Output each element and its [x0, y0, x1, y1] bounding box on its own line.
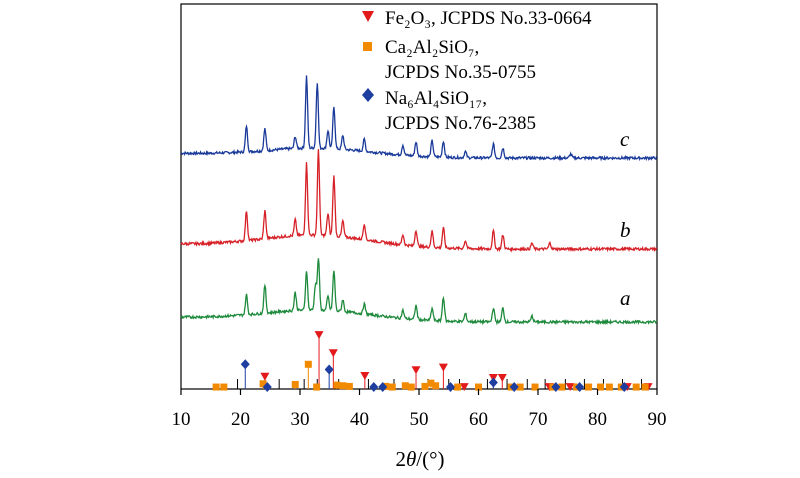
series-line-a: [180, 258, 658, 326]
marker-ca2al2sio7: [596, 383, 604, 391]
x-axis-label-unit: /(°): [416, 447, 444, 471]
marker-fe2o3: [314, 331, 324, 340]
legend-marker-ca2al2sio7: [363, 42, 372, 51]
marker-na6al4sio17: [378, 382, 388, 393]
marker-ca2al2sio7: [641, 383, 649, 391]
marker-ca2al2sio7: [313, 383, 321, 391]
marker-na6al4sio17: [509, 382, 519, 393]
marker-ca2al2sio7: [339, 382, 347, 390]
marker-ca2al2sio7: [220, 383, 228, 391]
marker-ca2al2sio7: [475, 383, 482, 391]
x-axis-label: 2θ/(°): [395, 447, 444, 471]
marker-ca2al2sio7: [212, 383, 220, 391]
x-tick-label: 40: [350, 409, 369, 430]
marker-na6al4sio17: [488, 377, 498, 388]
x-axis-label-theta: θ: [406, 447, 416, 471]
marker-na6al4sio17: [324, 364, 334, 375]
marker-ca2al2sio7: [558, 383, 566, 391]
x-tick-label: 70: [529, 409, 548, 430]
marker-ca2al2sio7: [605, 383, 613, 391]
legend-marker-na6al4sio17: [362, 88, 374, 102]
series-label-b: b: [620, 218, 631, 242]
series-line-c: [180, 75, 658, 162]
x-tick-label: 60: [469, 409, 488, 430]
marker-na6al4sio17: [619, 382, 629, 393]
marker-fe2o3: [497, 374, 507, 382]
marker-na6al4sio17: [446, 382, 456, 393]
marker-ca2al2sio7: [454, 383, 462, 391]
marker-na6al4sio17: [575, 382, 585, 393]
legend-label-ca2al2sio7-line2: JCPDS No.35-0755: [385, 62, 536, 83]
marker-fe2o3: [260, 372, 270, 381]
marker-fe2o3: [411, 366, 421, 375]
marker-fe2o3: [459, 383, 469, 392]
marker-na6al4sio17: [551, 382, 561, 393]
marker-ca2al2sio7: [401, 382, 409, 390]
marker-ca2al2sio7: [427, 379, 435, 387]
series-layer: [180, 75, 658, 326]
marker-ca2al2sio7: [345, 382, 353, 390]
series-label-c: c: [620, 127, 630, 151]
marker-fe2o3: [360, 372, 370, 381]
legend-label-na6al4sio17-line2: JCPDS No.76-2385: [385, 113, 536, 134]
series-line-b: [180, 149, 658, 253]
x-tick-label: 20: [231, 409, 250, 430]
x-axis-label-prefix: 2: [395, 447, 406, 471]
x-tick-label: 90: [648, 409, 667, 430]
marker-ca2al2sio7: [333, 381, 341, 389]
legend: Fe₂O₃, JCPDS No.33-0664 Ca₂Al₂SiO₇, JCPD…: [362, 8, 592, 134]
marker-na6al4sio17: [262, 382, 272, 393]
marker-fe2o3: [565, 383, 575, 392]
marker-ca2al2sio7: [516, 383, 524, 391]
x-tick-label: 80: [588, 409, 607, 430]
marker-ca2al2sio7: [531, 383, 539, 391]
x-axis: 10 20 30 40 50 60 70 80 90: [172, 389, 667, 430]
marker-ca2al2sio7: [291, 380, 299, 388]
marker-ca2al2sio7: [585, 383, 593, 391]
marker-na6al4sio17: [369, 382, 379, 393]
marker-ca2al2sio7: [407, 383, 415, 391]
marker-ca2al2sio7: [304, 360, 312, 368]
reference-pattern-layer: [212, 331, 653, 393]
legend-marker-fe2o3: [362, 11, 374, 22]
marker-ca2al2sio7: [432, 382, 440, 390]
x-tick-label: 10: [172, 409, 191, 430]
marker-na6al4sio17: [240, 359, 250, 370]
marker-ca2al2sio7: [388, 383, 396, 391]
marker-ca2al2sio7: [632, 383, 640, 391]
marker-ca2al2sio7: [259, 380, 267, 388]
x-tick-label: 30: [291, 409, 310, 430]
legend-label-fe2o3: Fe₂O₃, JCPDS No.33-0664: [385, 8, 592, 29]
x-tick-label: 50: [410, 409, 429, 430]
marker-ca2al2sio7: [421, 382, 429, 390]
legend-label-ca2al2sio7: Ca₂Al₂SiO₇,: [385, 37, 479, 58]
series-label-a: a: [620, 286, 631, 310]
marker-fe2o3: [328, 349, 338, 358]
legend-label-na6al4sio17: Na₆Al₄SiO₁₇,: [385, 88, 487, 109]
marker-fe2o3: [438, 363, 448, 372]
